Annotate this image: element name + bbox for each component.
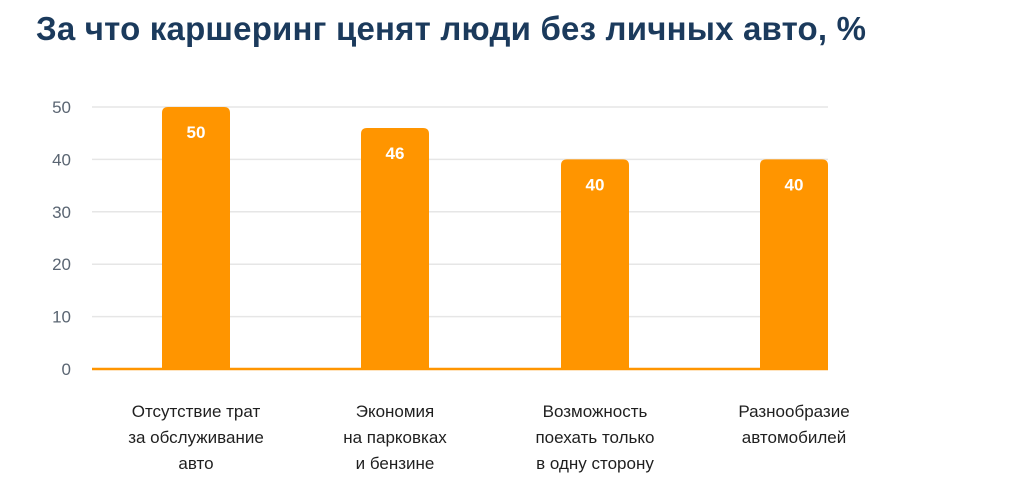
category-label-line: в одну сторону [536, 454, 654, 473]
data-label: 50 [187, 123, 206, 142]
y-tick-label: 20 [52, 255, 71, 274]
data-label: 40 [586, 175, 605, 194]
category-label: Разнообразие автомобилей [738, 402, 849, 447]
bar [361, 127, 429, 370]
category-label: Возможность поехать только в одну сторону [535, 402, 654, 473]
category-label: Отсутствие трат за обслуживание авто [128, 402, 264, 473]
y-tick-label: 0 [62, 360, 71, 379]
category-label-line: автомобилей [742, 428, 846, 447]
chart-title: За что каршеринг ценят люди без личных а… [36, 10, 867, 47]
y-tick-label: 30 [52, 203, 71, 222]
category-label-line: Разнообразие [738, 402, 849, 421]
bar [561, 159, 629, 369]
bars [162, 107, 828, 370]
y-tick-label: 40 [52, 150, 71, 169]
category-label-line: Возможность [543, 402, 648, 421]
category-label-line: авто [178, 454, 213, 473]
bar [162, 107, 230, 369]
category-label: Экономия на парковках и бензине [343, 402, 447, 473]
data-label: 40 [785, 175, 804, 194]
y-tick-label: 10 [52, 308, 71, 327]
category-labels: Отсутствие трат за обслуживание авто Эконом… [128, 402, 849, 473]
data-label: 46 [386, 144, 405, 163]
category-label-line: за обслуживание [128, 428, 264, 447]
category-label-line: на парковках [343, 428, 447, 447]
y-tick-label: 50 [52, 98, 71, 117]
category-label-line: Экономия [356, 402, 435, 421]
y-axis-ticks: 0 10 20 30 40 50 [52, 98, 71, 379]
category-label-line: Отсутствие трат [132, 402, 261, 421]
category-label-line: и бензине [356, 454, 435, 473]
category-label-line: поехать только [535, 428, 654, 447]
bar [760, 159, 828, 369]
data-labels: 50 46 40 40 [187, 123, 804, 194]
